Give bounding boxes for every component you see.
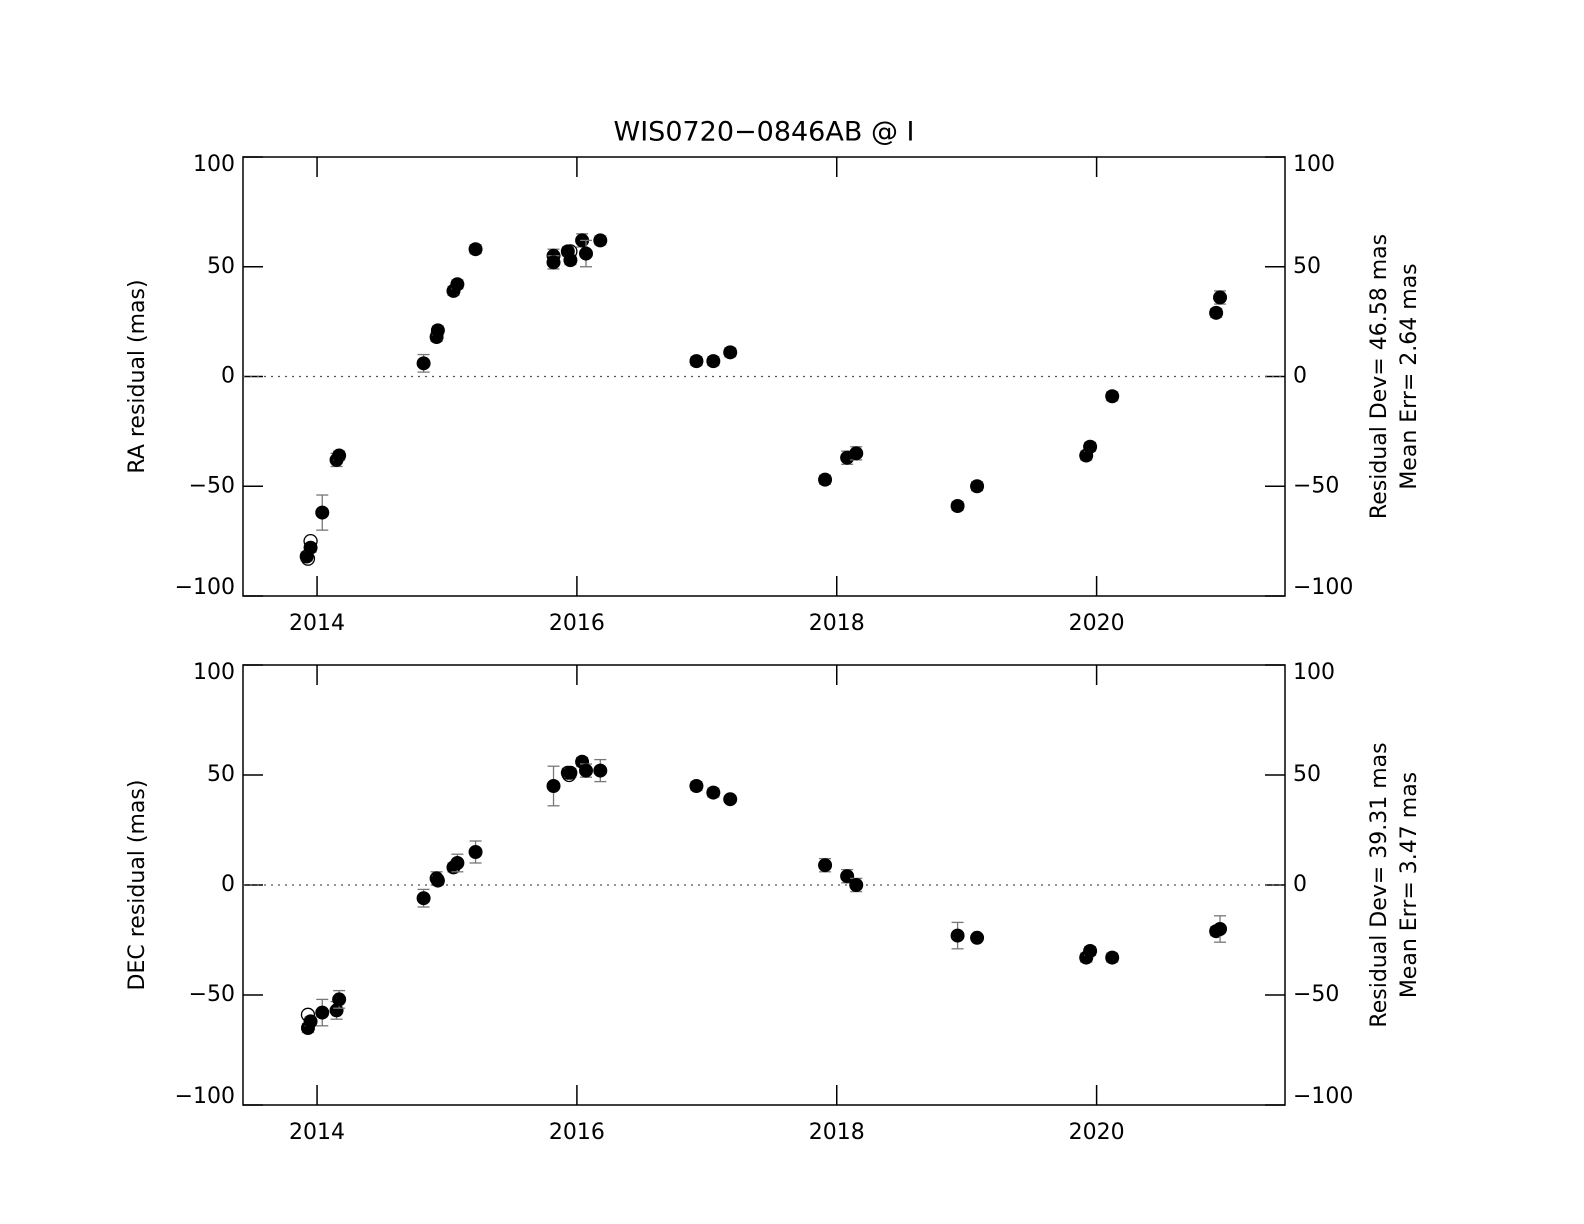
point: [593, 763, 608, 778]
open-point: [561, 767, 577, 783]
y-tick-label: 100: [193, 152, 235, 177]
y-tick-label: 50: [207, 254, 235, 279]
y-tick-label: 100: [193, 660, 235, 685]
plot-frame: [242, 156, 1286, 597]
x-tick-label: 2016: [549, 1120, 605, 1145]
point: [689, 354, 704, 369]
y-tick-label: −100: [175, 575, 235, 600]
point: [723, 792, 738, 807]
y-axis-label: RA residual (mas): [125, 279, 150, 473]
y2-tick-label: −50: [1293, 473, 1339, 498]
point: [1105, 950, 1120, 965]
point: [706, 354, 721, 369]
open-point: [303, 533, 318, 549]
point: [546, 779, 561, 793]
y2-tick-label: −100: [1293, 1084, 1353, 1109]
point: [450, 856, 465, 870]
point: [1083, 439, 1098, 454]
y-tick-label: 0: [221, 364, 235, 389]
y-tick-label: 0: [221, 872, 235, 897]
point: [1083, 944, 1098, 958]
point: [430, 323, 445, 338]
x-tick-label: 2016: [549, 611, 605, 636]
point: [1213, 922, 1228, 936]
y-tick-label: −100: [175, 1084, 235, 1109]
x-tick-label: 2020: [1069, 1120, 1125, 1145]
y2-tick-label: 100: [1293, 152, 1335, 177]
point: [849, 446, 864, 461]
point: [579, 246, 594, 261]
point: [332, 992, 347, 1007]
point: [416, 356, 431, 371]
point: [950, 499, 965, 514]
y2-tick-label: 0: [1293, 364, 1307, 389]
point: [593, 233, 608, 248]
point: [430, 873, 445, 888]
plot-frame: [242, 664, 1286, 1106]
annotation: Residual Dev= 39.31 mas: [1367, 742, 1392, 1027]
y-axis-label: DEC residual (mas): [125, 780, 150, 991]
open-point: [300, 551, 316, 566]
y2-tick-label: −100: [1293, 575, 1353, 600]
point: [723, 345, 738, 360]
point: [315, 505, 330, 520]
y2-tick-label: 50: [1293, 762, 1321, 787]
point: [970, 930, 985, 945]
point: [849, 878, 864, 892]
point: [332, 448, 347, 463]
x-tick-label: 2014: [289, 1120, 345, 1145]
point: [706, 785, 721, 800]
point: [546, 255, 561, 270]
x-tick-label: 2018: [809, 1120, 865, 1145]
y2-tick-label: 0: [1293, 872, 1307, 897]
annotation: Mean Err= 3.47 mas: [1397, 772, 1422, 998]
point: [818, 472, 833, 487]
point: [416, 891, 431, 906]
x-tick-label: 2014: [289, 611, 345, 636]
point: [450, 277, 465, 292]
point: [689, 779, 704, 793]
point: [468, 845, 483, 859]
point: [970, 479, 985, 494]
point: [840, 869, 855, 884]
point: [468, 242, 483, 257]
point: [579, 763, 594, 778]
open-point: [563, 244, 578, 259]
y2-tick-label: 50: [1293, 254, 1321, 279]
point: [1213, 290, 1228, 305]
y-tick-label: 50: [207, 762, 235, 787]
x-tick-label: 2018: [809, 611, 865, 636]
open-point: [300, 1007, 316, 1022]
chart-title: WIS0720−0846AB @ I: [614, 117, 915, 148]
point: [1209, 305, 1224, 320]
annotation: Residual Dev= 46.58 mas: [1367, 234, 1392, 519]
x-tick-label: 2020: [1069, 611, 1125, 636]
annotation: Mean Err= 2.64 mas: [1397, 263, 1422, 489]
y-tick-label: −50: [189, 473, 235, 498]
y2-tick-label: 100: [1293, 660, 1335, 685]
point: [818, 858, 833, 873]
y2-tick-label: −50: [1293, 982, 1339, 1007]
point: [950, 928, 965, 943]
point: [315, 1005, 330, 1020]
point: [1105, 389, 1120, 404]
y-tick-label: −50: [189, 982, 235, 1007]
